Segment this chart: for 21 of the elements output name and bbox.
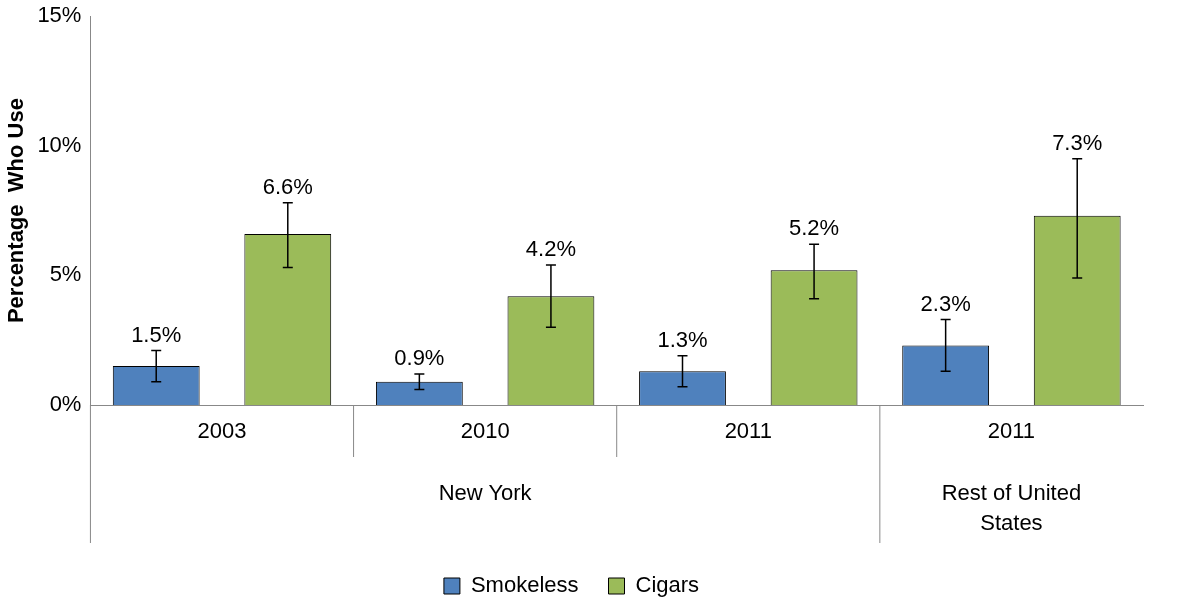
legend-label: Cigars (635, 572, 700, 598)
data-label: 7.3% (1052, 129, 1103, 155)
y-tick-label: 5% (49, 261, 82, 287)
legend-label: Smokeless (470, 572, 579, 598)
data-label: 6.6% (262, 173, 313, 199)
x-tick-label: 2011 (987, 418, 1036, 444)
data-label: 1.5% (131, 321, 182, 347)
y-tick-label: 10% (37, 131, 82, 157)
text: New York (438, 480, 533, 506)
data-label: 5.2% (788, 215, 840, 241)
x-tick-label: 2011 (724, 418, 772, 444)
data-label: 2.3% (920, 290, 971, 316)
y-tick-label: 15% (37, 2, 82, 28)
y-axis-title: Percentage Who Use (3, 98, 29, 324)
x-tick-label: 2010 (460, 418, 510, 444)
y-tick-label: 0% (49, 391, 82, 417)
data-label: 1.3% (657, 326, 708, 352)
text: Rest of United States (941, 480, 1082, 536)
x-tick-label: 2003 (197, 418, 247, 444)
data-label: 4.2% (525, 236, 577, 262)
data-label: 0.9% (394, 344, 445, 370)
